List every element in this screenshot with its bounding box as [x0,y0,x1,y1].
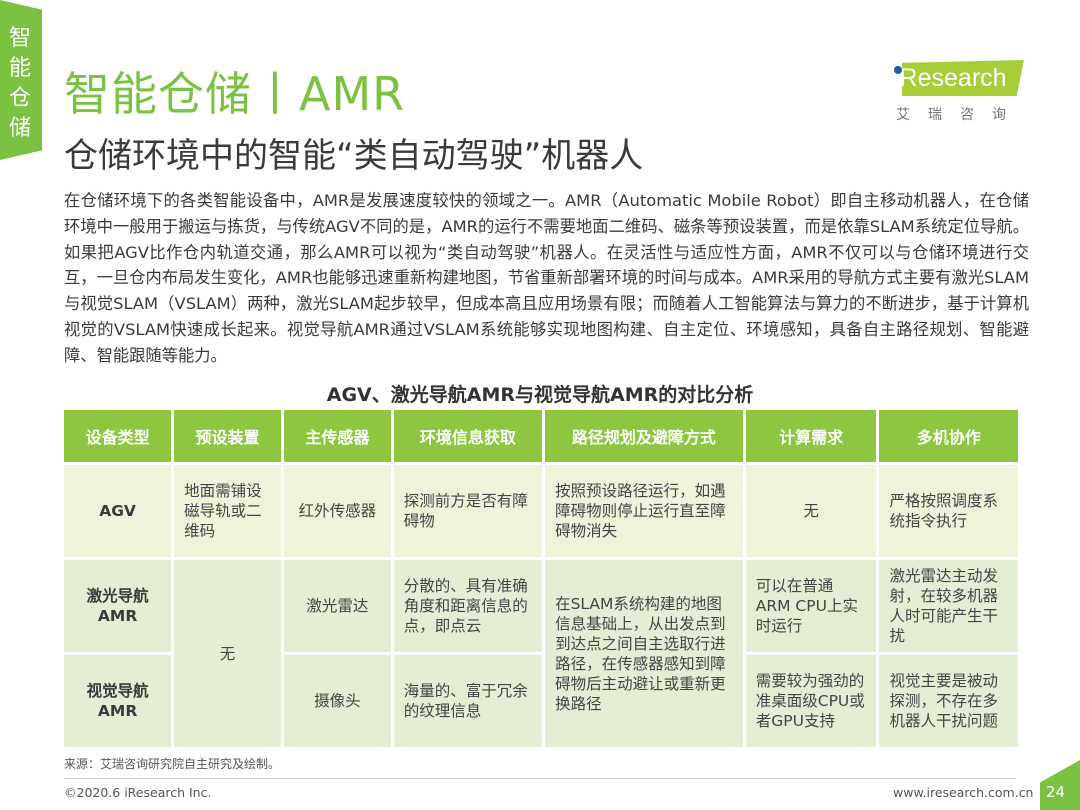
table-cell: 可以在普通ARM CPU上实时运行 [745,560,877,652]
footer-divider [64,778,1016,779]
body-paragraph: 在仓储环境下的各类智能设备中，AMR是发展速度较快的领域之一。AMR（Autom… [64,191,1029,365]
website-url: www.iresearch.com.cn [893,785,1034,800]
table-cell: 红外传感器 [283,465,391,557]
table-cell: 视觉主要是被动探测，不存在多机器人干扰问题 [879,655,1018,747]
column-header: 计算需求 [745,410,877,462]
table-cell: 探测前方是否有障碍物 [393,465,543,557]
logo-text: iResearch [894,64,1007,92]
comparison-table: 设备类型 预设装置 主传感器 环境信息获取 路径规划及避障方式 计算需求 多机协… [61,407,1021,750]
table-cell: 海量的、富于冗余的纹理信息 [393,655,543,747]
table-row: 视觉导航AMR 摄像头 海量的、富于冗余的纹理信息 需要较为强劲的准桌面级CPU… [64,655,1018,747]
logo-cn-text: 艾瑞咨询 [896,107,1024,123]
table-row: AGV 地面需铺设磁导轨或二维码 红外传感器 探测前方是否有障碍物 按照预设路径… [64,465,1018,557]
iresearch-logo: iResearch 艾瑞咨询 [890,56,1030,128]
row-header: AGV [64,465,172,557]
table-cell: 按照预设路径运行，如遇障碍物则停止运行直至障碍物消失 [545,465,743,557]
side-section-label: 智能仓储 [8,26,31,141]
column-header: 多机协作 [879,410,1018,462]
table-title: AGV、激光导航AMR与视觉导航AMR的对比分析 [326,384,754,406]
column-header: 预设装置 [174,410,281,462]
table-cell: 严格按照调度系统指令执行 [879,465,1018,557]
side-section-tab [0,0,42,160]
page-number: 24 [1046,783,1066,801]
logo-dot [894,66,902,74]
table-cell: 激光雷达 [283,560,391,652]
table-cell: 激光雷达主动发射，在较多机器人时可能产生干扰 [879,560,1018,652]
row-header: 激光导航AMR [64,560,172,652]
table-cell: 分散的、具有准确角度和距离信息的点，即点云 [393,560,543,652]
column-header: 路径规划及避障方式 [545,410,743,462]
row-header: 视觉导航AMR [64,655,172,747]
table-cell: 地面需铺设磁导轨或二维码 [174,465,281,557]
table-cell-merged: 无 [174,560,281,747]
column-header: 设备类型 [64,410,172,462]
table-cell: 需要较为强劲的准桌面级CPU或者GPU支持 [745,655,877,747]
source-note: 来源：艾瑞咨询研究院自主研究及绘制。 [64,757,281,771]
page-subtitle: 仓储环境中的智能“类自动驾驶”机器人 [64,136,644,176]
table-cell: 摄像头 [283,655,391,747]
page-title: 智能仓储丨AMR [64,67,406,121]
column-header: 环境信息获取 [393,410,543,462]
table-row: 激光导航AMR 无 激光雷达 分散的、具有准确角度和距离信息的点，即点云 在SL… [64,560,1018,747]
table-header-row: 设备类型 预设装置 主传感器 环境信息获取 路径规划及避障方式 计算需求 多机协… [64,410,1018,462]
table-cell: 无 [745,465,877,557]
logo-banner [902,60,1024,96]
copyright: ©2020.6 iResearch Inc. [64,785,212,800]
column-header: 主传感器 [283,410,391,462]
table-cell-merged: 在SLAM系统构建的地图信息基础上，从出发点到到达点之间自主选取行进路径，在传感… [545,560,743,747]
